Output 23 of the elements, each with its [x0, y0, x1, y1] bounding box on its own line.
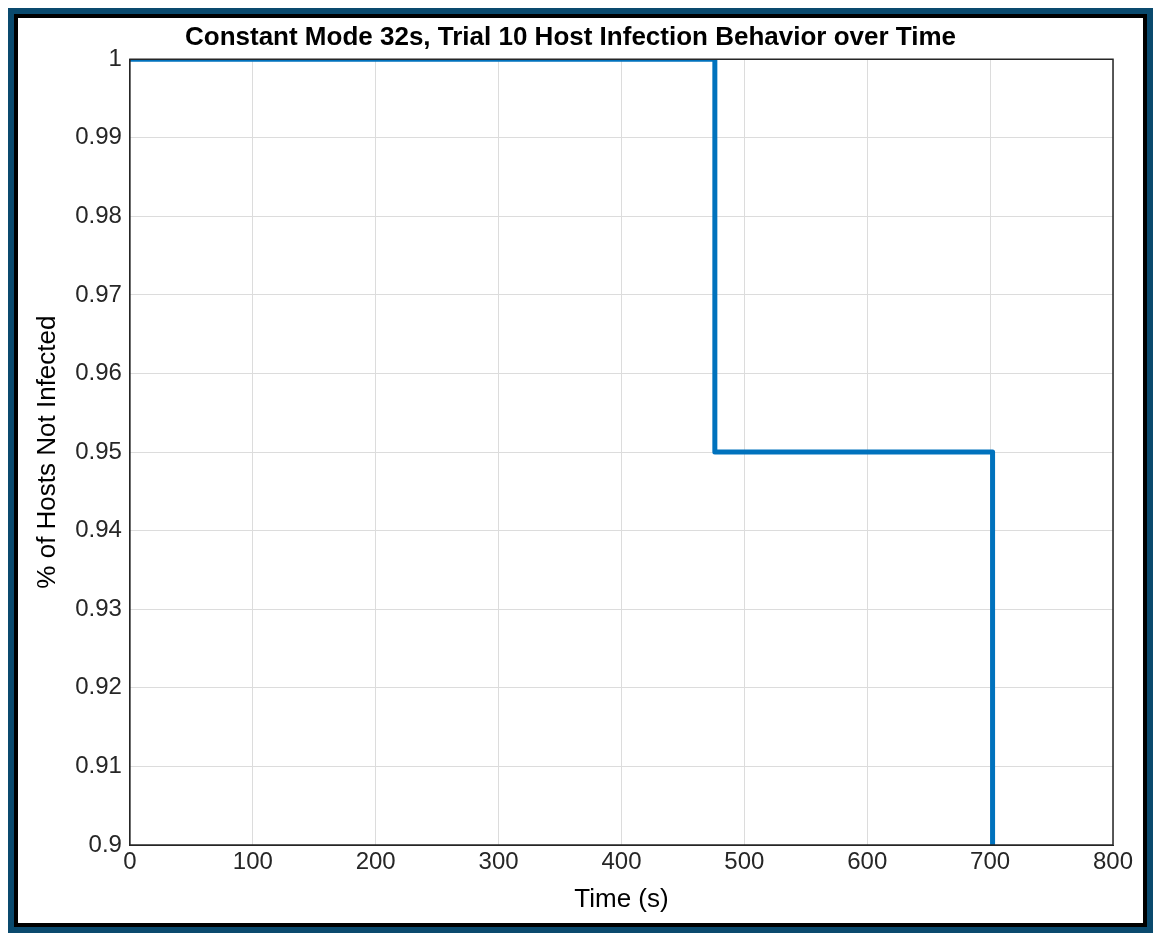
- y-tick-label: 0.93: [75, 593, 122, 621]
- x-tick-label: 800: [1092, 847, 1134, 875]
- x-tick-label: 0: [123, 847, 137, 875]
- x-tick-label: 400: [601, 847, 642, 875]
- y-tick-label: 0.95: [75, 436, 122, 464]
- y-tick-label: 0.92: [75, 672, 122, 700]
- x-tick-label: 300: [478, 847, 519, 875]
- y-tick-label: 0.91: [75, 751, 122, 779]
- y-tick-label: 0.97: [75, 279, 122, 307]
- y-tick-label: 0.99: [75, 122, 122, 150]
- y-axis-title: % of Hosts Not Infected: [30, 315, 61, 589]
- y-tick-label: 0.9: [88, 829, 122, 857]
- x-tick-label: 500: [724, 847, 765, 875]
- y-tick-label: 1: [108, 43, 122, 71]
- y-tick-label: 0.98: [75, 200, 122, 228]
- x-axis-title: Time (s): [574, 882, 669, 913]
- y-tick-label: 0.94: [75, 515, 122, 543]
- x-tick-label: 600: [847, 847, 888, 875]
- chart-title: Constant Mode 32s, Trial 10 Host Infection Behavior over Time: [184, 20, 957, 51]
- y-tick-label: 0.96: [75, 358, 122, 386]
- x-tick-label: 200: [355, 847, 396, 875]
- x-tick-label: 700: [970, 847, 1011, 875]
- x-tick-label: 100: [232, 847, 273, 875]
